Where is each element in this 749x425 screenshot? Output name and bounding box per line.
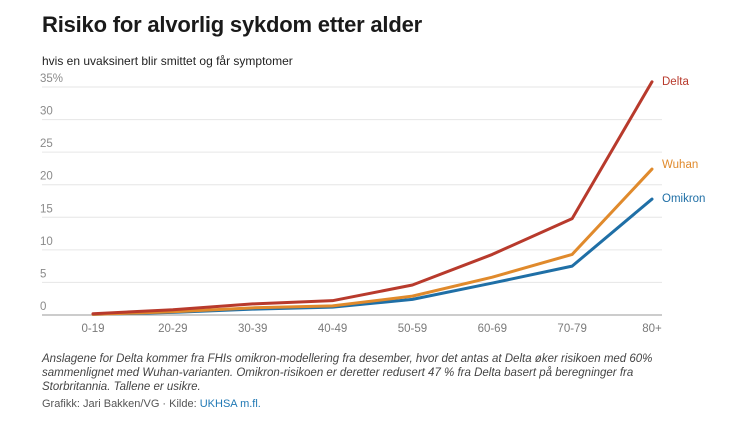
- x-tick-label: 60-69: [478, 323, 507, 335]
- y-tick-label: 5: [40, 268, 46, 280]
- series-line-wuhan: [91, 167, 654, 316]
- chart-title: Risiko for alvorlig sykdom etter alder: [42, 12, 422, 37]
- credit-text: Grafikk: Jari Bakken/VG · Kilde:: [42, 398, 200, 410]
- y-tick-label: 0: [40, 301, 46, 313]
- y-tick-label: 20: [40, 171, 53, 183]
- source-link[interactable]: UKHSA m.fl.: [199, 398, 261, 410]
- x-tick-label: 20-29: [158, 323, 187, 335]
- x-tick-label: 40-49: [318, 323, 347, 335]
- y-tick-label: 35%: [40, 73, 63, 85]
- x-tick-label: 0-19: [81, 323, 104, 335]
- chart-subtitle: hvis en uvaksinert blir smittet og får s…: [42, 54, 293, 68]
- x-tick-label: 80+: [642, 323, 662, 335]
- x-tick-label: 30-39: [238, 323, 267, 335]
- y-tick-label: 30: [40, 106, 53, 118]
- x-tick-label: 50-59: [398, 323, 427, 335]
- credit-line: Grafikk: Jari Bakken/VG · Kilde: UKHSA m…: [42, 397, 682, 411]
- chart-footer: Anslagene for Delta kommer fra FHIs omik…: [42, 352, 682, 411]
- series-label-omikron: Omikron: [662, 193, 705, 205]
- x-tick-label: 70-79: [557, 323, 586, 335]
- series-line-delta: [91, 80, 654, 316]
- y-tick-label: 15: [40, 203, 53, 215]
- line-chart: 0 5 10 15 20 25 30 35% 0-19 20-29 30-39 40-49 50-59 6…: [40, 73, 705, 335]
- series-label-wuhan: Wuhan: [662, 159, 698, 171]
- footnote: Anslagene for Delta kommer fra FHIs omik…: [42, 353, 653, 393]
- y-tick-label: 25: [40, 138, 53, 150]
- y-tick-label: 10: [40, 236, 53, 248]
- series-label-delta: Delta: [662, 76, 689, 88]
